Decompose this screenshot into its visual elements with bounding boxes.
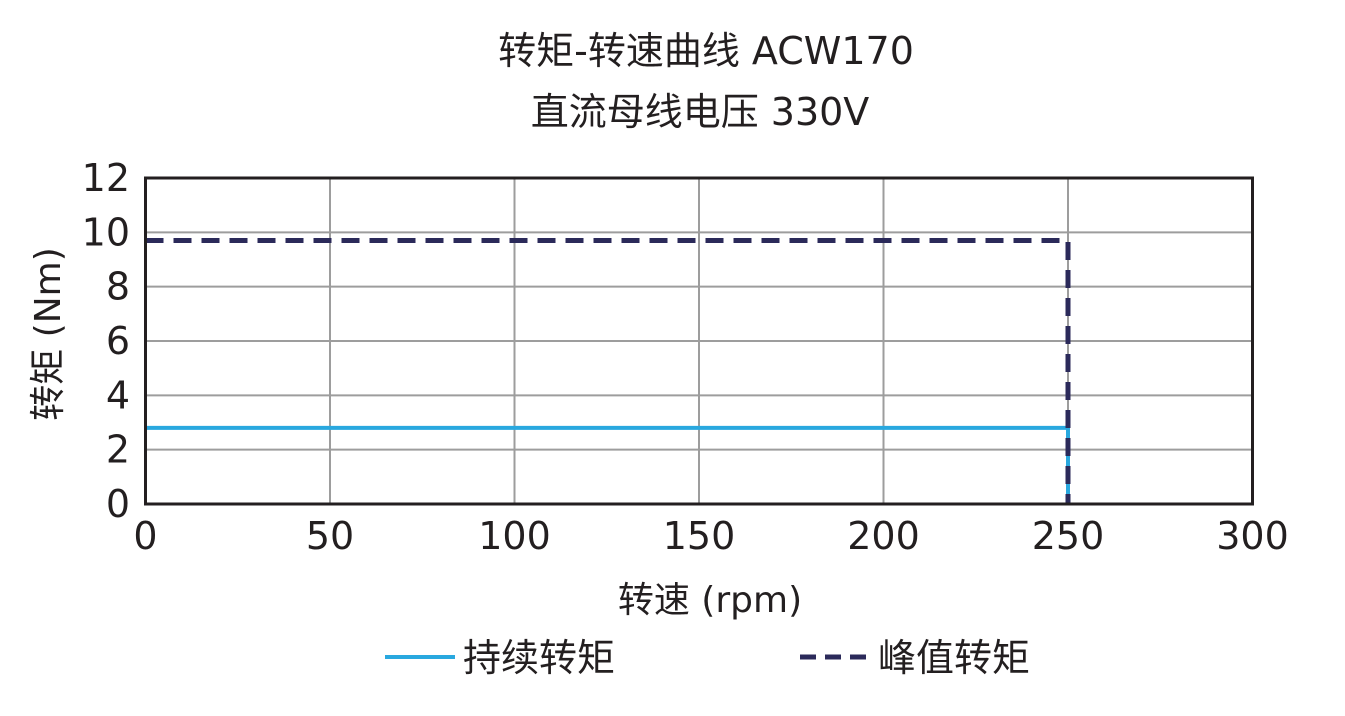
x-tick-label: 300 (1216, 514, 1289, 558)
continuous-torque-line (145, 425, 1070, 504)
y-tick-label: 10 (82, 210, 130, 254)
series-layer (145, 237, 1071, 504)
y-tick-label: 6 (106, 319, 130, 363)
plot-frame (144, 176, 1254, 506)
legend: 持续转矩 峰值转矩 (385, 636, 1030, 680)
x-tick-label: 0 (133, 514, 157, 558)
grid (144, 177, 1254, 505)
y-tick-label: 4 (106, 373, 130, 417)
y-tick-label: 2 (106, 428, 130, 472)
y-axis-label: 转矩 (Nm) (28, 247, 69, 421)
x-tick-label: 50 (306, 514, 354, 558)
x-tick-label: 100 (478, 514, 551, 558)
y-tick-label: 8 (106, 265, 130, 309)
legend-label: 持续转矩 (463, 636, 615, 680)
y-axis-ticks: 0 2 4 6 8 10 12 (82, 156, 130, 526)
y-tick-label: 0 (106, 482, 130, 526)
x-tick-label: 150 (663, 514, 736, 558)
peak-torque-line (145, 237, 1071, 504)
chart-subtitle: 直流母线电压 330V (531, 90, 870, 134)
x-axis-ticks: 0 50 100 150 200 250 300 (133, 514, 1288, 558)
x-tick-label: 200 (847, 514, 920, 558)
x-axis-label: 转速 (rpm) (618, 580, 802, 621)
chart-title: 转矩-转速曲线 ACW170 (498, 29, 914, 73)
y-tick-label: 12 (82, 156, 130, 200)
x-tick-label: 250 (1032, 514, 1105, 558)
legend-label: 峰值转矩 (878, 636, 1030, 680)
